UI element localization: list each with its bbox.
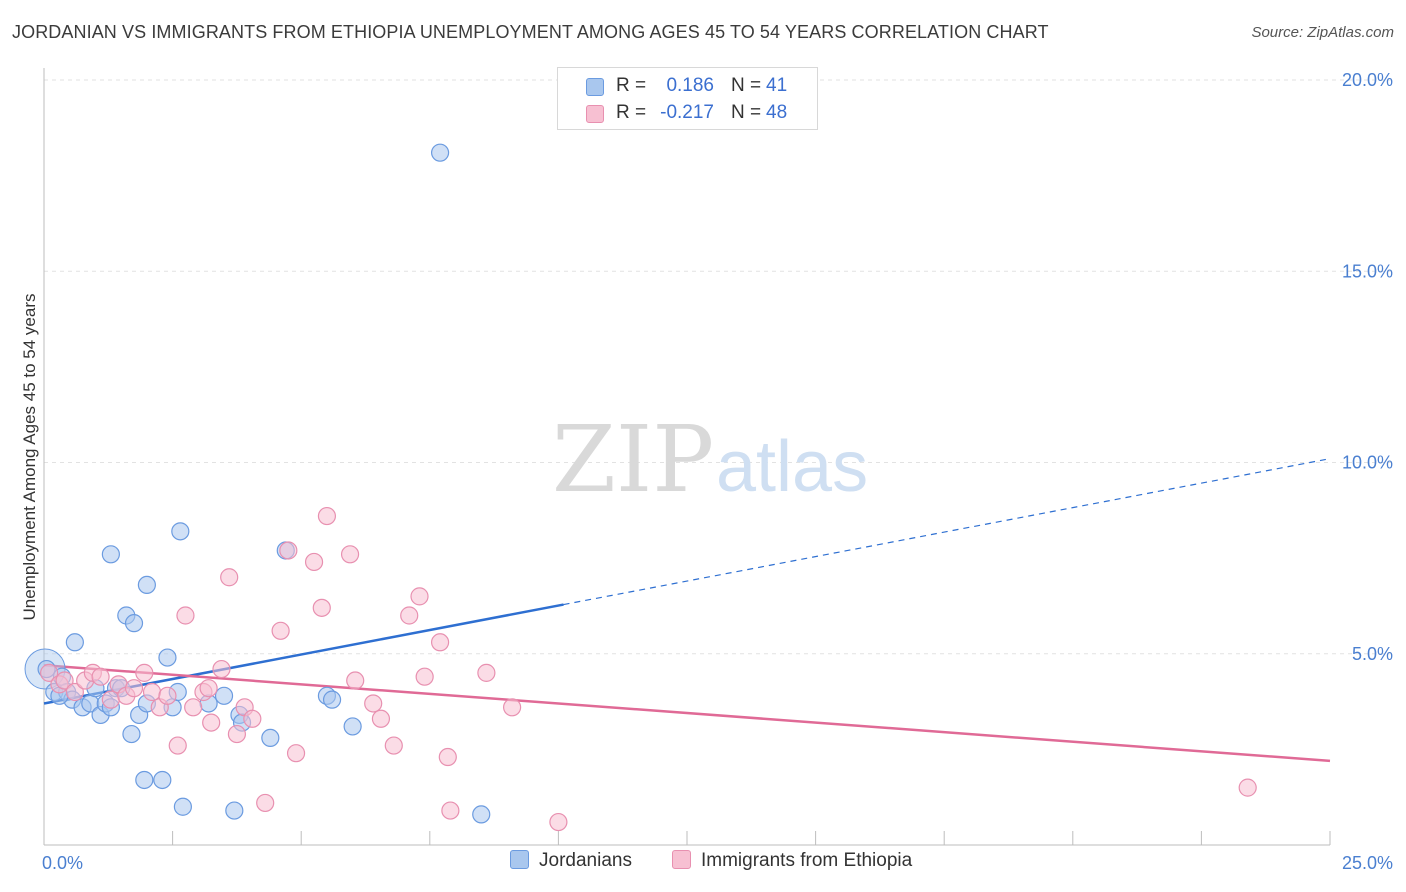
ethiopia-point	[184, 698, 203, 717]
r-value: 0.186	[666, 75, 714, 96]
ethiopia-point	[91, 667, 110, 686]
x-tick-label: 0.0%	[42, 853, 83, 873]
n-label: N =	[731, 75, 762, 96]
r-label: R =	[616, 102, 647, 123]
ethiopia-point	[415, 667, 434, 686]
ethiopia-point	[441, 801, 460, 820]
ethiopia-point	[346, 671, 365, 690]
ethiopia-point	[317, 506, 337, 526]
jordanians-point	[153, 770, 172, 790]
ethiopia-point	[400, 606, 419, 625]
chart-title: JORDANIAN VS IMMIGRANTS FROM ETHIOPIA UN…	[12, 22, 1049, 42]
jordanians-point	[65, 633, 84, 652]
ethiopia-trend-line	[43, 663, 1331, 763]
legend-label: Immigrants from Ethiopia	[701, 850, 913, 871]
legend-row-ethiopia: R = -0.217 N = 48	[558, 102, 817, 128]
ethiopia-point	[304, 552, 324, 572]
ethiopia-point	[364, 694, 383, 713]
y-tick-label: 10.0%	[1342, 453, 1393, 473]
jordanians-point	[171, 522, 190, 541]
jordanians-point	[122, 724, 141, 744]
jordanians-point	[430, 143, 450, 162]
ethiopia-point	[340, 545, 360, 564]
ethiopia-point	[142, 682, 162, 702]
source-label: Source: ZipAtlas.com	[1251, 24, 1394, 41]
ethiopia-point	[438, 747, 457, 767]
ethiopia-point	[212, 659, 231, 679]
ethiopia-point	[55, 671, 74, 690]
jordanians-point	[322, 690, 342, 709]
blue-swatch	[510, 850, 529, 869]
axes	[43, 68, 1331, 846]
ethiopia-point	[384, 736, 403, 755]
ethiopia-point	[124, 679, 144, 698]
pink-swatch	[586, 105, 604, 123]
ethiopia-point	[430, 633, 450, 652]
jordanians-point	[135, 770, 154, 790]
jordanians-point	[472, 805, 491, 824]
legend-label: Jordanians	[539, 850, 632, 871]
x-tick-label: 25.0%	[1342, 853, 1393, 873]
watermark-zip: ZIP	[552, 406, 714, 513]
jordanians-point	[173, 797, 192, 816]
ethiopia-point	[312, 598, 331, 617]
ethiopia-point	[1238, 778, 1257, 797]
ethiopia-point	[202, 713, 221, 732]
y-tick-labels: 5.0% 10.0% 15.0% 20.0%	[1342, 70, 1393, 664]
watermark-atlas: atlas	[716, 427, 868, 507]
y-tick-label: 15.0%	[1342, 261, 1393, 281]
n-label: N =	[731, 102, 762, 123]
ethiopia-point	[199, 679, 218, 698]
n-value: 41	[766, 75, 788, 96]
ethiopia-point	[40, 663, 59, 682]
jordanians-point	[158, 648, 177, 667]
legend-item-ethiopia[interactable]: Immigrants from Ethiopia	[672, 850, 912, 872]
ethiopia-point	[168, 736, 187, 755]
ethiopia-point	[477, 663, 496, 682]
ethiopia-point	[286, 744, 306, 763]
correlation-legend: R = 0.186 N = 41 R = -0.217 N = 48	[557, 67, 818, 130]
jordanians-point	[214, 686, 234, 705]
ethiopia-point	[256, 793, 275, 813]
ethiopia-point	[279, 541, 298, 560]
gridlines	[44, 79, 1394, 655]
data-points	[24, 143, 1257, 832]
ethiopia-point	[158, 686, 177, 705]
pink-swatch	[672, 850, 691, 869]
ethiopia-point	[227, 724, 246, 744]
r-value: -0.217	[660, 102, 714, 123]
ethiopia-point	[135, 663, 154, 682]
r-label: R =	[616, 75, 647, 96]
ethiopia-point	[503, 698, 522, 717]
ethiopia-point	[271, 621, 290, 640]
ethiopia-point	[549, 812, 568, 832]
ethiopia-point	[220, 568, 239, 587]
legend-item-jordanians[interactable]: Jordanians	[510, 850, 632, 872]
y-tick-label: 5.0%	[1352, 644, 1393, 664]
ethiopia-point	[65, 682, 84, 702]
ethiopia-point	[243, 709, 262, 728]
x-tick-labels: 0.0% 25.0%	[42, 853, 1393, 873]
jordanians-point	[261, 728, 280, 748]
y-axis-title: Unemployment Among Ages 45 to 54 years	[20, 294, 39, 621]
ethiopia-point	[371, 709, 391, 728]
ethiopia-point	[410, 587, 429, 606]
legend-row-jordanians: R = 0.186 N = 41	[558, 75, 817, 101]
y-tick-label: 20.0%	[1342, 70, 1393, 90]
jordanians-point	[137, 575, 156, 595]
blue-swatch	[586, 78, 604, 96]
jordanians-trend-extension	[563, 458, 1331, 606]
ethiopia-point	[176, 606, 195, 625]
series-legend: Jordanians Immigrants from Ethiopia	[0, 850, 1406, 878]
jordanians-point	[343, 717, 362, 736]
jordanians-point	[225, 801, 244, 820]
n-value: 48	[766, 102, 788, 123]
jordanians-point	[101, 545, 120, 564]
ethiopia-point	[101, 690, 120, 709]
jordanians-point	[124, 614, 144, 633]
